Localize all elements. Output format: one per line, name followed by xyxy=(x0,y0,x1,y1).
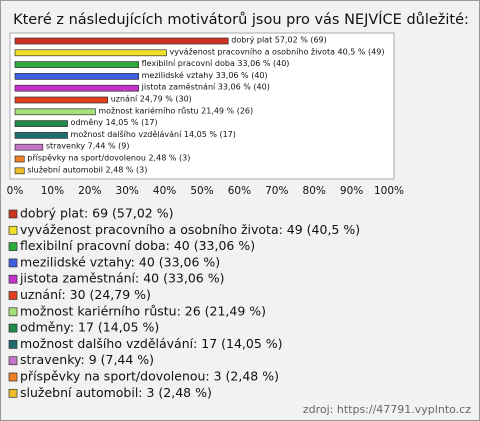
legend-label: dobrý plat: 69 (57,02 %) xyxy=(20,206,173,221)
x-tick-label: 20% xyxy=(78,185,101,197)
bar xyxy=(14,61,139,68)
value-label: možnost dalšího vzdělávání 14,05 % (17) xyxy=(71,129,236,139)
value-label: flexibilní pracovní doba 33,06 % (40) xyxy=(142,59,290,68)
value-label: služební automobil 2,48 % (3) xyxy=(27,165,147,174)
x-tick-label: 60% xyxy=(228,185,251,197)
value-label: uznání 24,79 % (30) xyxy=(111,95,192,104)
bar xyxy=(14,120,68,127)
x-tick-label: 30% xyxy=(116,185,139,197)
legend-label: stravenky: 9 (7,44 %) xyxy=(20,352,154,367)
x-tick-label: 10% xyxy=(41,185,64,197)
value-label: jistota zaměstnání 33,06 % (40) xyxy=(141,83,270,92)
legend-label: odměny: 17 (14,05 %) xyxy=(20,320,159,335)
bar xyxy=(14,155,25,163)
bar xyxy=(14,49,167,57)
legend-label: jistota zaměstnání: 40 (33,06 %) xyxy=(19,271,224,286)
chart-title: Které z následujících motivátorů jsou pr… xyxy=(13,11,469,28)
legend-label: služební automobil: 3 (2,48 %) xyxy=(20,385,212,400)
value-label: stravenky 7,44 % (9) xyxy=(46,142,130,151)
x-tick-label: 90% xyxy=(340,185,363,197)
legend-label: možnost dalšího vzdělávání: 17 (14,05 %) xyxy=(20,336,283,351)
legend-label: mezilidské vztahy: 40 (33,06 %) xyxy=(20,254,220,269)
legend-swatch xyxy=(8,291,18,300)
legend-swatch xyxy=(8,323,18,333)
legend-label: vyváženost pracovního a osobního života:… xyxy=(20,222,360,237)
value-label: mezilidské vztahy 33,06 % (40) xyxy=(142,70,268,80)
bar xyxy=(14,37,229,45)
value-label: příspěvky na sport/dovolenou 2,48 % (3) xyxy=(27,154,190,163)
legend-swatch xyxy=(8,274,18,284)
x-tick-label: 80% xyxy=(303,185,326,197)
legend-label: uznání: 30 (24,79 %) xyxy=(20,287,151,302)
legend-swatch xyxy=(8,242,18,251)
bar xyxy=(14,143,44,151)
legend-swatch xyxy=(8,356,18,366)
x-tick-label: 40% xyxy=(153,185,176,197)
x-tick-label: 0% xyxy=(7,185,24,197)
legend-swatch xyxy=(8,307,18,317)
legend-swatch xyxy=(8,340,18,349)
legend-swatch xyxy=(8,372,18,382)
value-label: vyváženost pracovního a osobního života … xyxy=(169,47,384,56)
x-tick-label: 100% xyxy=(374,185,404,197)
legend-swatch xyxy=(8,225,18,235)
legend-label: příspěvky na sport/dovolenou: 3 (2,48 %) xyxy=(20,369,279,384)
legend-label: flexibilní pracovní doba: 40 (33,06 %) xyxy=(20,238,255,253)
x-tick-label: 70% xyxy=(265,185,288,197)
bar xyxy=(14,132,68,139)
legend-swatch xyxy=(8,209,18,219)
legend-swatch xyxy=(8,258,18,268)
legend-label: možnost kariérního růstu: 26 (21,49 %) xyxy=(20,303,266,318)
bar xyxy=(14,167,25,175)
bar xyxy=(14,108,96,116)
value-label: možnost kariérního růstu 21,49 % (26) xyxy=(98,105,253,115)
bar xyxy=(14,96,109,104)
value-label: odměny 14,05 % (17) xyxy=(71,118,158,127)
bar xyxy=(14,73,139,80)
x-tick-label: 50% xyxy=(190,185,213,197)
source: zdroj: https://47791.vyplnto.cz xyxy=(303,403,471,416)
plot-area xyxy=(9,32,395,180)
value-label: dobrý plat 57,02 % (69) xyxy=(231,36,327,45)
bar xyxy=(14,84,139,92)
legend-swatch xyxy=(8,388,18,398)
